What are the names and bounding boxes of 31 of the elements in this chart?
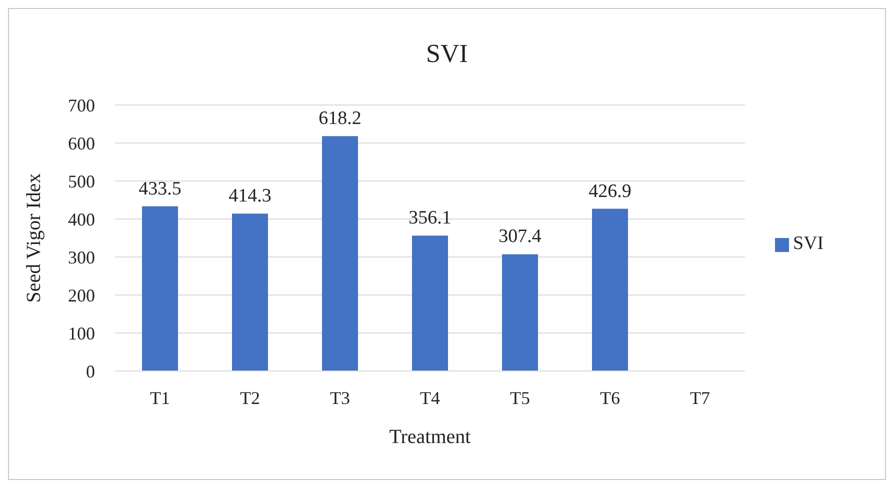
y-tick-label: 400: [68, 209, 95, 230]
data-label: 426.9: [588, 180, 632, 202]
legend-label: SVI: [793, 233, 824, 254]
bar: [592, 208, 628, 371]
x-tick-label: T6: [600, 388, 620, 408]
x-tick-label: T5: [510, 388, 530, 408]
y-axis-title: Seed Vigor Idex: [23, 173, 46, 303]
x-tick-label: T7: [690, 388, 710, 408]
data-label: 433.5: [138, 178, 182, 200]
y-tick-label: 500: [68, 171, 95, 192]
data-label: 356.1: [408, 208, 452, 229]
x-tick-label: T2: [240, 388, 260, 408]
y-tick-label: 700: [68, 95, 95, 116]
y-tick-label: 0: [86, 361, 95, 382]
bar: [142, 206, 178, 371]
y-tick-label: 300: [68, 247, 95, 268]
y-tick-label: 100: [68, 323, 95, 344]
bar: [232, 214, 268, 371]
chart-title: SVI: [425, 39, 469, 69]
data-label: 414.3: [228, 186, 272, 207]
x-tick-label: T1: [150, 388, 170, 408]
bar: [412, 236, 448, 371]
y-tick-label: 200: [68, 285, 95, 306]
data-label: 307.4: [498, 226, 542, 248]
data-label: 618.2: [318, 108, 362, 130]
y-tick-label: 600: [68, 133, 95, 154]
bar: [322, 136, 358, 371]
x-tick-label: T3: [330, 388, 350, 408]
x-tick-label: T4: [420, 388, 440, 408]
bar: [502, 254, 538, 371]
x-axis-title: Treatment: [389, 426, 472, 448]
